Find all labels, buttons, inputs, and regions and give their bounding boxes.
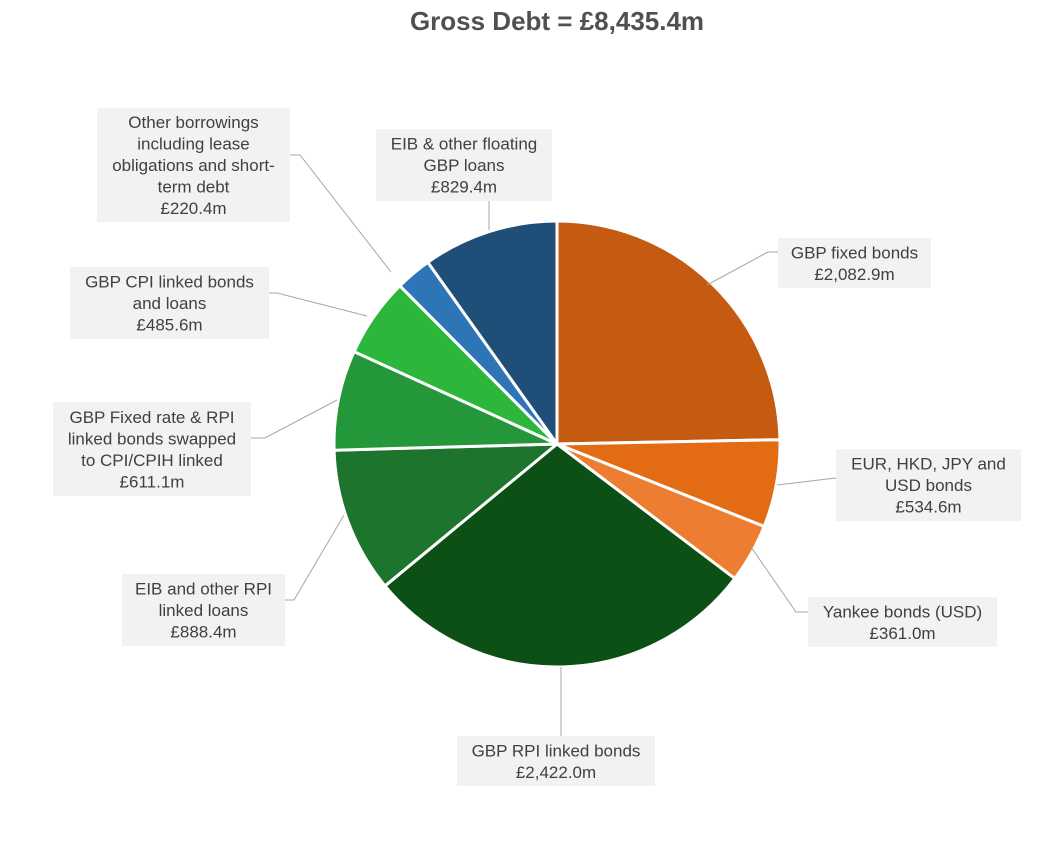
data-label-name: including lease — [137, 135, 249, 154]
data-label-name: GBP Fixed rate & RPI — [69, 408, 234, 427]
data-label-box — [70, 267, 269, 339]
data-label-4: EIB and other RPI linked loans £888.4m — [122, 574, 285, 646]
data-label-name: linked loans — [159, 601, 249, 620]
pie-slice-5 — [332, 350, 559, 452]
data-label-name: term debt — [158, 178, 230, 197]
data-label-name: GBP RPI linked bonds — [472, 741, 641, 760]
leader-line-7 — [290, 154, 392, 273]
data-label-name: GBP CPI linked bonds — [85, 273, 254, 292]
data-label-name: EIB and other RPI — [135, 580, 272, 599]
data-label-box — [376, 129, 552, 201]
data-label-value: £485.6m — [136, 316, 202, 335]
leader-line-4 — [285, 514, 345, 601]
data-label-8: EIB & other floating GBP loans £829.4m — [376, 129, 552, 201]
data-label-value: £361.0m — [869, 624, 935, 643]
data-label-0: GBP fixed bonds £2,082.9m — [778, 238, 931, 288]
data-label-box — [122, 574, 285, 646]
leader-lines — [251, 154, 837, 736]
data-label-box — [808, 597, 997, 647]
leader-line-1 — [776, 477, 837, 486]
data-label-1: EUR, HKD, JPY and USD bonds £534.6m — [836, 449, 1021, 521]
data-label-name: EIB & other floating — [391, 135, 537, 154]
data-labels: GBP fixed bonds £2,082.9m EUR, HKD, JPY an… — [53, 108, 1021, 786]
chart-title: Gross Debt = £8,435.4m — [410, 6, 704, 36]
data-label-name: Other borrowings — [128, 113, 258, 132]
data-label-name: Yankee bonds (USD) — [823, 602, 982, 621]
data-label-box — [778, 238, 931, 288]
data-label-name: linked bonds swapped — [68, 429, 236, 448]
data-label-name: obligations and short- — [112, 156, 275, 175]
data-label-2: Yankee bonds (USD) £361.0m — [808, 597, 997, 647]
data-label-value: £888.4m — [170, 623, 236, 642]
data-label-name: and loans — [133, 294, 207, 313]
data-label-value: £2,422.0m — [516, 763, 596, 782]
data-label-value: £829.4m — [431, 178, 497, 197]
leader-line-0 — [706, 251, 778, 286]
pie-slice-0 — [555, 219, 782, 446]
data-label-box — [53, 402, 251, 496]
pie-slice-3 — [383, 442, 737, 669]
data-label-6: GBP CPI linked bonds and loans £485.6m — [70, 267, 269, 339]
leader-line-5 — [251, 399, 338, 439]
data-label-name: GBP loans — [424, 156, 505, 175]
pie-slices — [332, 219, 782, 669]
data-label-name: EUR, HKD, JPY and — [851, 455, 1006, 474]
data-label-value: £534.6m — [895, 498, 961, 517]
data-label-value: £611.1m — [120, 472, 185, 491]
data-label-name: GBP fixed bonds — [791, 243, 918, 262]
data-label-value: £220.4m — [160, 199, 226, 218]
pie-slice-4 — [332, 442, 559, 588]
pie-slice-8 — [426, 219, 559, 446]
data-label-3: GBP RPI linked bonds £2,422.0m — [457, 736, 655, 786]
data-label-7: Other borrowings including lease obligatio… — [97, 108, 290, 222]
data-label-box — [836, 449, 1021, 521]
data-label-box — [457, 736, 655, 786]
data-label-name: USD bonds — [885, 476, 972, 495]
data-label-5: GBP Fixed rate & RPI linked bonds swapped… — [53, 402, 251, 496]
leader-line-2 — [750, 546, 808, 613]
data-label-box — [97, 108, 290, 222]
data-label-name: to CPI/CPIH linked — [81, 451, 223, 470]
leader-line-6 — [269, 292, 368, 317]
data-label-value: £2,082.9m — [814, 265, 894, 284]
